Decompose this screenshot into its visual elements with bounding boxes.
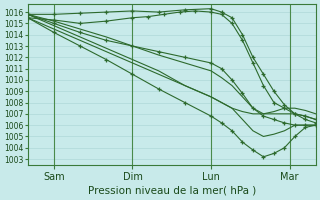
X-axis label: Pression niveau de la mer( hPa ): Pression niveau de la mer( hPa ) bbox=[88, 186, 256, 196]
